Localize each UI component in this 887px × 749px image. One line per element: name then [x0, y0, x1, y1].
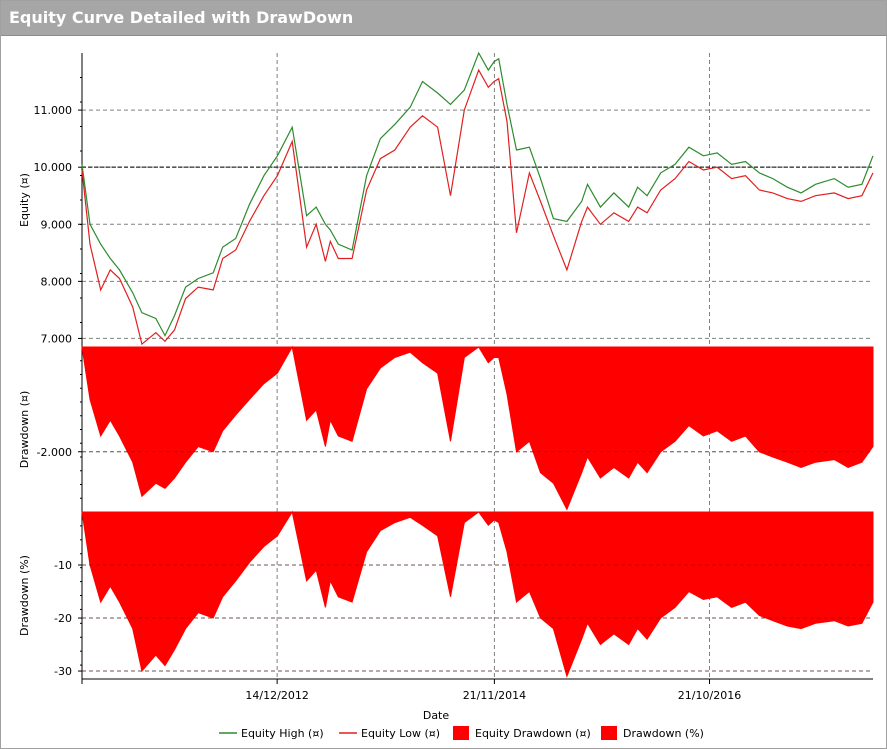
x-tick-label: 21/10/2016: [678, 689, 741, 702]
legend-label: Equity High (¤): [241, 727, 324, 740]
legend-item: Equity Drawdown (¤): [453, 726, 591, 740]
y-tick-label: 11.000: [34, 104, 73, 117]
y-tick-label: -20: [54, 612, 72, 625]
y-tick-label: 7.000: [41, 332, 73, 345]
x-tick-label: 21/11/2014: [463, 689, 526, 702]
y-tick-label: 8.000: [41, 275, 73, 288]
y-tick-label: -2.000: [37, 446, 72, 459]
window-title: Equity Curve Detailed with DrawDown: [9, 8, 354, 27]
equity-high-line: [81, 51, 874, 337]
y-tick-label: -10: [54, 559, 72, 572]
x-axis-title: Date: [423, 709, 450, 722]
equity-drawdown-chart: 7.000 8.000 9.000 10.000 11.000 Equity (¤) -2.…: [18, 51, 874, 740]
equity-drawdown-area: [81, 345, 874, 511]
y-axis-title: Drawdown (¤): [18, 391, 31, 469]
y-tick-label: 10.000: [34, 161, 73, 174]
y-axis-title: Equity (¤): [18, 173, 31, 227]
legend-label: Equity Drawdown (¤): [475, 727, 591, 740]
y-tick-label: -30: [54, 665, 72, 678]
legend-label: Equity Low (¤): [361, 727, 440, 740]
drawdown-percent-area: [81, 510, 874, 678]
legend-item: Equity Low (¤): [339, 727, 440, 740]
legend-swatch-box: [601, 726, 617, 740]
legend-swatch-box: [453, 726, 469, 740]
y-axis-title: Drawdown (%): [18, 555, 31, 636]
title-bar: Equity Curve Detailed with DrawDown: [1, 1, 886, 36]
legend-item: Drawdown (%): [601, 726, 704, 740]
y-tick-label: 9.000: [41, 218, 73, 231]
x-tick-label: 14/12/2012: [245, 689, 308, 702]
equity-low-line: [81, 68, 874, 346]
legend-item: Equity High (¤): [219, 727, 324, 740]
legend-label: Drawdown (%): [623, 727, 704, 740]
